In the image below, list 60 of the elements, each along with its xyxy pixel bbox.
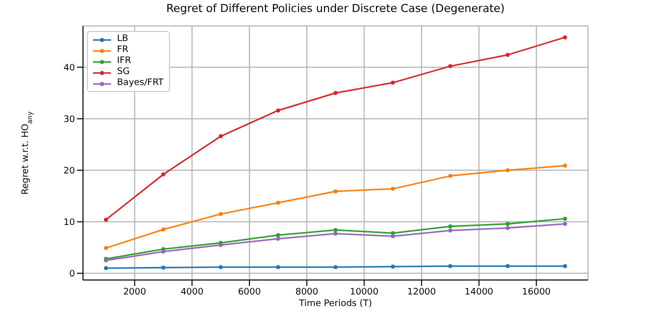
y-tick-label: 30 (64, 114, 76, 125)
point (334, 90, 338, 95)
point (506, 222, 510, 226)
legend-label: LB (117, 34, 128, 45)
point (161, 266, 166, 270)
point (390, 231, 395, 236)
legend-label: Bayes/FRT (117, 78, 164, 89)
point (563, 35, 568, 40)
point (218, 134, 223, 138)
point (506, 226, 510, 230)
point (448, 264, 452, 268)
point (506, 264, 510, 268)
point (276, 108, 280, 112)
x-tick-label: 16000 (522, 287, 551, 298)
point (506, 52, 510, 57)
point (390, 264, 395, 269)
legend-label: FR (117, 45, 128, 56)
x-tick-label: 6000 (238, 287, 262, 298)
chart-title: Regret of Different Policies under Discrete Case (Degenerate) (165, 2, 506, 15)
point (161, 250, 166, 254)
point (161, 228, 166, 232)
point (334, 265, 338, 270)
point (104, 266, 108, 270)
point (448, 64, 452, 68)
point (218, 212, 223, 216)
point (563, 164, 568, 168)
x-tick-label: 14000 (464, 287, 494, 298)
point (390, 234, 395, 238)
point (334, 232, 338, 236)
point (276, 265, 280, 270)
point (448, 224, 452, 228)
point (448, 174, 452, 178)
point (506, 168, 510, 172)
point (276, 233, 280, 238)
x-tick-label: 10000 (350, 287, 379, 298)
point (563, 264, 568, 268)
point (104, 218, 108, 222)
y-tick-label: 20 (64, 166, 76, 176)
x-tick-label: 12000 (407, 287, 436, 298)
point (448, 228, 452, 233)
point (276, 236, 280, 241)
point (563, 216, 568, 221)
point (276, 200, 280, 205)
point (390, 186, 395, 191)
point (390, 80, 395, 85)
x-tick-label: 4000 (180, 287, 204, 298)
y-tick-label: 10 (64, 218, 76, 228)
x-tick-label: 8000 (295, 287, 319, 298)
x-axis-title: Time Periods (T) (298, 299, 372, 309)
legend-label: SG (117, 67, 130, 78)
point (161, 172, 166, 176)
point (218, 265, 223, 270)
y-tick-label: 0 (69, 269, 76, 280)
x-tick-label: 2000 (123, 287, 146, 298)
point (563, 222, 568, 226)
point (334, 189, 338, 194)
y-tick-label: 40 (64, 63, 76, 74)
point (334, 228, 338, 232)
legend-label: IFR (117, 56, 132, 67)
point (104, 246, 108, 250)
